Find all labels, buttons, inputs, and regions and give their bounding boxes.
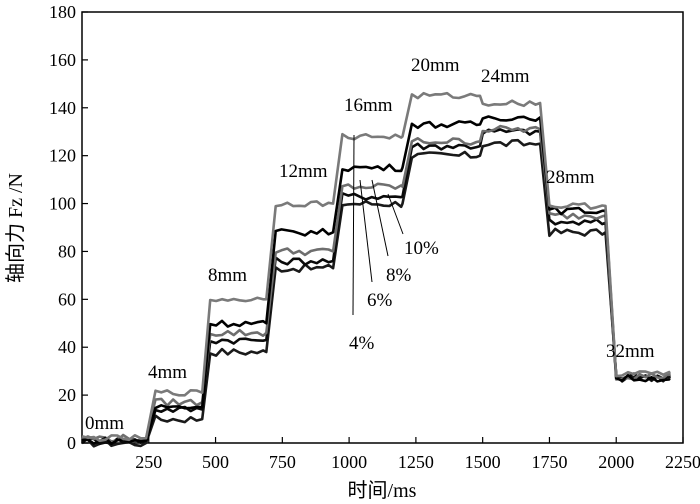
y-tick-label: 100 [49,194,76,214]
x-axis-label: 时间/ms [348,479,417,502]
x-tick-label: 1250 [398,452,434,472]
stage-label-12mm: 12mm [279,161,328,182]
series-line-10pct [81,115,671,446]
x-tick-label: 750 [269,452,296,472]
plot-frame [81,11,684,444]
stage-label-28mm: 28mm [546,167,595,188]
percent-label-4: 4% [349,333,375,354]
x-tick-label: 1000 [331,452,367,472]
y-tick-label: 140 [49,98,76,118]
stage-label-8mm: 8mm [208,265,247,286]
stage-label-16mm: 16mm [344,95,393,116]
y-tick-label: 60 [58,289,76,309]
pointer-8pct [371,179,389,257]
x-tick-label: 1750 [531,452,567,472]
y-tick-label: 180 [49,2,76,22]
y-tick-label: 0 [67,433,76,453]
stage-label-0mm: 0mm [85,413,124,434]
pointer-4pct [352,134,355,316]
x-tick-label: 500 [202,452,229,472]
x-tick-label: 250 [135,452,162,472]
y-tick-label: 120 [49,146,76,166]
x-axis-ticks: 250 500 750 1000 1250 1500 1750 2000 2250 [135,437,700,472]
pointer-6pct [359,179,373,283]
series-line-4pct [81,138,671,448]
percent-label-8: 8% [386,265,412,286]
percent-label-6: 6% [367,290,393,311]
series-line-top [81,91,671,443]
series-layer [81,91,671,448]
stage-label-20mm: 20mm [411,55,460,76]
x-tick-label: 2000 [598,452,634,472]
series-line-8pct [81,124,671,443]
y-tick-label: 160 [49,50,76,70]
stage-label-32mm: 32mm [606,341,655,362]
plot-area-border [81,11,684,444]
y-axis-ticks: 0 20 40 60 80 100 120 140 160 180 [49,2,88,453]
pointer-10pct [387,193,404,235]
y-tick-label: 80 [58,241,76,261]
x-tick-label: 2250 [665,452,700,472]
annotations: 0mm 4mm 8mm 12mm 16mm 20mm 24mm 28mm 32m… [85,55,655,434]
y-tick-label: 20 [58,385,76,405]
x-tick-label: 1500 [465,452,501,472]
stage-label-24mm: 24mm [481,66,530,87]
stage-label-4mm: 4mm [148,362,187,383]
y-tick-label: 40 [58,337,76,357]
percent-label-10: 10% [404,238,439,259]
y-axis-label: 轴向力 Fz /N [4,173,27,283]
